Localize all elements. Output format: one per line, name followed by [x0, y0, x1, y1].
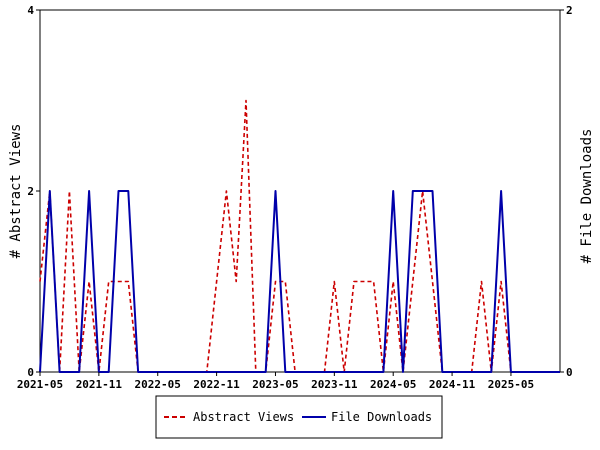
series-layer: [39, 99, 560, 373]
legend-label-file-downloads: File Downloads: [331, 410, 432, 424]
x-tick-label: 2024-05: [370, 378, 416, 391]
series-line-file-downloads: [39, 190, 560, 373]
x-tick-label: 2022-11: [193, 378, 240, 391]
y-axis-title-left: # Abstract Views: [8, 124, 24, 259]
legend-box: [155, 395, 443, 439]
x-tick-label: 2025-05: [488, 378, 534, 391]
x-tick-label: 2024-11: [429, 378, 476, 391]
legend: Abstract Views File Downloads: [155, 395, 443, 439]
y-tick-label-left: 0: [27, 366, 34, 379]
legend-label-abstract-views: Abstract Views: [193, 410, 294, 424]
x-tick-label: 2022-05: [135, 378, 181, 391]
y-tick-label-right: 0: [566, 366, 573, 379]
y-tick-label-right: 2: [566, 4, 573, 17]
x-tick-label: 2021-05: [17, 378, 63, 391]
x-tick-label: 2021-11: [76, 378, 123, 391]
y-tick-label-left: 2: [27, 185, 34, 198]
y-tick-label-left: 4: [27, 4, 34, 17]
x-tick-label: 2023-05: [252, 378, 298, 391]
x-tick-label: 2023-11: [311, 378, 358, 391]
axis-layer: 2021-05 2021-11 2022-05 2022-11 2023-05 2023-…: [17, 4, 573, 391]
y-axis-title-right: # File Downloads: [579, 129, 595, 264]
